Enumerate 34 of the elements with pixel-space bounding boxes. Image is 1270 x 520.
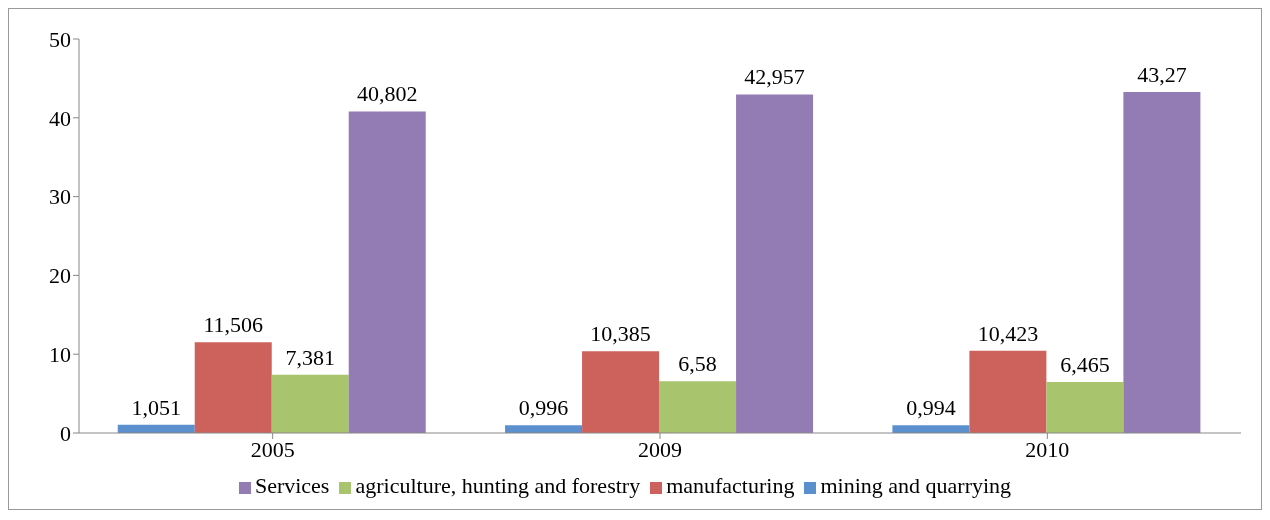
x-tick-label: 2010 bbox=[1025, 436, 1070, 462]
data-label: 43,27 bbox=[1137, 62, 1187, 88]
data-label: 0,996 bbox=[518, 395, 569, 421]
data-label: 7,381 bbox=[285, 344, 335, 370]
data-label: 10,423 bbox=[977, 320, 1039, 346]
data-label: 42,957 bbox=[744, 64, 805, 90]
y-tick-label: 0 bbox=[60, 420, 71, 446]
bar bbox=[348, 111, 426, 433]
data-label: 11,506 bbox=[203, 312, 264, 338]
x-tick-label: 2009 bbox=[638, 436, 682, 462]
data-label: 0,994 bbox=[906, 395, 956, 421]
data-label: 10,385 bbox=[590, 321, 651, 347]
bar bbox=[736, 94, 814, 433]
bar bbox=[659, 381, 737, 433]
data-label: 6,58 bbox=[678, 351, 717, 377]
bar bbox=[1046, 382, 1124, 433]
legend-label: mining and quarrying bbox=[820, 473, 1012, 498]
y-tick-label: 50 bbox=[49, 26, 71, 52]
legend-label: manufacturing bbox=[666, 473, 795, 498]
legend-label: agriculture, hunting and forestry bbox=[355, 473, 641, 498]
bar bbox=[194, 342, 272, 433]
bar bbox=[969, 350, 1047, 433]
bar bbox=[582, 351, 660, 433]
data-label: 6,465 bbox=[1060, 352, 1110, 378]
y-tick-label: 30 bbox=[49, 184, 71, 210]
bar bbox=[1123, 92, 1201, 433]
x-tick-label: 2005 bbox=[250, 436, 295, 462]
y-tick-label: 10 bbox=[49, 342, 71, 368]
data-label: 40,802 bbox=[356, 81, 418, 107]
data-label: 1,051 bbox=[131, 394, 181, 420]
y-tick-label: 20 bbox=[49, 263, 71, 289]
bar bbox=[271, 374, 349, 433]
y-tick-label: 40 bbox=[49, 105, 71, 131]
legend-label: Services bbox=[254, 473, 330, 498]
